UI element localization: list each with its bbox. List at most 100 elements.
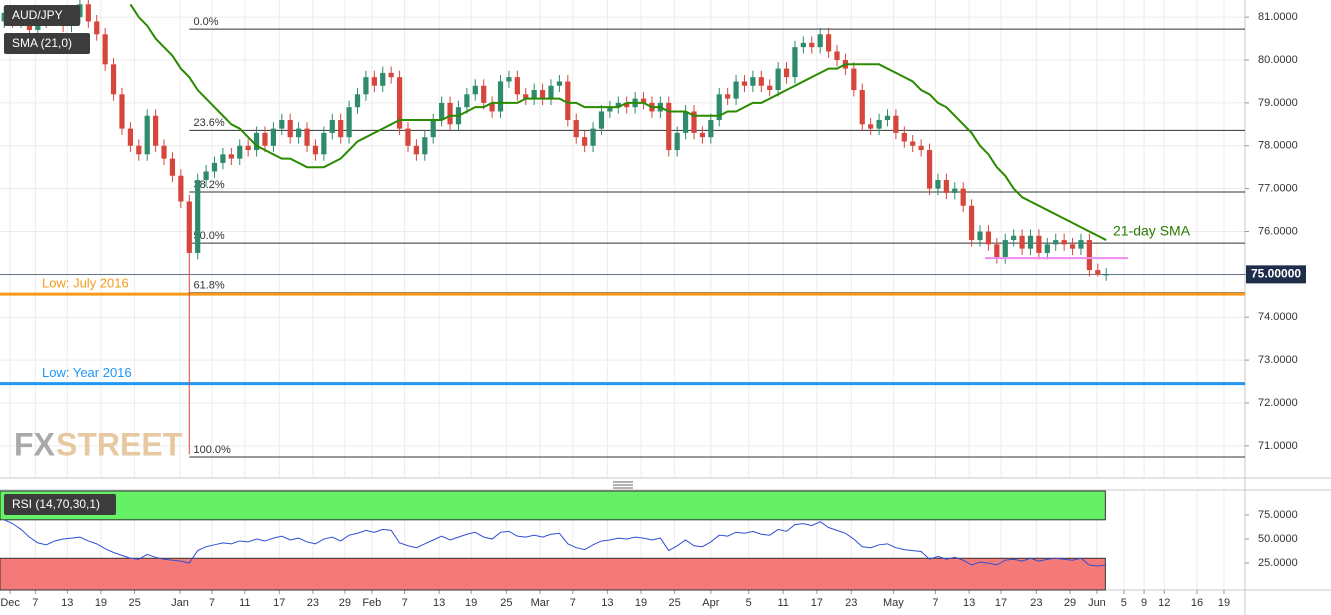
candle-body bbox=[153, 115, 159, 146]
x-tick-label: 5 bbox=[1121, 597, 1127, 609]
candle-body bbox=[338, 120, 344, 138]
legend-box bbox=[4, 33, 90, 54]
candle-body bbox=[1095, 270, 1101, 275]
oversold-zone bbox=[0, 557, 1106, 591]
candle-body bbox=[666, 102, 672, 151]
candle-body bbox=[363, 77, 369, 95]
candle-body bbox=[817, 34, 823, 48]
fib-label: 100.0% bbox=[193, 444, 231, 456]
candle-body bbox=[539, 90, 546, 99]
x-tick-label: 17 bbox=[273, 597, 285, 609]
candle-body bbox=[413, 145, 420, 155]
candle-body bbox=[1036, 235, 1042, 253]
candle-body bbox=[1002, 240, 1008, 258]
x-tick-label: 7 bbox=[402, 597, 408, 609]
candle-body bbox=[312, 145, 319, 155]
candle-body bbox=[497, 81, 504, 112]
x-tick-label: Jan bbox=[171, 597, 189, 609]
x-tick-label: 19 bbox=[465, 597, 477, 609]
candle-body bbox=[464, 94, 470, 108]
x-tick-label: 29 bbox=[1064, 597, 1076, 609]
candle-body bbox=[195, 180, 201, 253]
candle-body bbox=[809, 42, 815, 48]
fib-label: 61.8% bbox=[193, 280, 224, 292]
candle-body bbox=[960, 188, 966, 206]
candle-body bbox=[1069, 244, 1076, 249]
x-tick-label: 11 bbox=[777, 597, 788, 609]
y-tick-label: 79.0000 bbox=[1258, 97, 1298, 109]
x-tick-label: Apr bbox=[702, 597, 719, 609]
y-tick-label: 80.0000 bbox=[1258, 54, 1298, 66]
x-tick-label: 17 bbox=[995, 597, 1007, 609]
candle-body bbox=[85, 4, 91, 22]
candle-body bbox=[590, 128, 596, 146]
watermark-fx: FX bbox=[14, 426, 56, 462]
candle-body bbox=[228, 154, 234, 159]
candle-body bbox=[624, 102, 630, 108]
x-tick-label: 17 bbox=[811, 597, 823, 609]
candle-body bbox=[253, 132, 260, 151]
watermark: FX STREET bbox=[14, 426, 183, 462]
y-tick-label: 76.0000 bbox=[1258, 225, 1298, 237]
y-tick-label: 74.0000 bbox=[1258, 311, 1298, 323]
level-label: Low: July 2016 bbox=[42, 276, 129, 291]
x-tick-label: 13 bbox=[963, 597, 975, 609]
candle-body bbox=[203, 171, 209, 181]
candle-body bbox=[1053, 240, 1059, 245]
candle-body bbox=[985, 231, 992, 245]
fib-label: 50.0% bbox=[193, 230, 224, 242]
candle-body bbox=[1044, 244, 1050, 253]
candle-body bbox=[682, 111, 689, 133]
x-tick-label: 13 bbox=[61, 597, 73, 609]
fib-label: 38.2% bbox=[193, 179, 224, 191]
y-tick-label: 77.0000 bbox=[1258, 183, 1298, 195]
x-tick-label: 13 bbox=[433, 597, 445, 609]
x-tick-label: 25 bbox=[500, 597, 512, 609]
candle-body bbox=[422, 137, 428, 155]
candle-body bbox=[472, 85, 478, 95]
candle-body bbox=[716, 94, 722, 121]
candle-body bbox=[296, 128, 302, 138]
candle-body bbox=[430, 120, 436, 138]
x-tick-label: 7 bbox=[932, 597, 938, 609]
x-tick-label: 5 bbox=[746, 597, 752, 609]
candle-body bbox=[169, 158, 176, 176]
x-tick-label: 7 bbox=[570, 597, 576, 609]
x-tick-label: Mar bbox=[531, 597, 550, 609]
watermark-street: STREET bbox=[56, 426, 183, 462]
candle-body bbox=[943, 180, 949, 193]
x-tick-label: 19 bbox=[1218, 597, 1230, 609]
candle-body bbox=[1103, 274, 1109, 276]
candle-body bbox=[481, 85, 487, 103]
x-tick-label: May bbox=[883, 597, 904, 609]
candle-body bbox=[220, 154, 226, 163]
candle-body bbox=[573, 120, 579, 138]
x-tick-label: Feb bbox=[362, 597, 381, 609]
candle-body bbox=[102, 34, 108, 65]
candle-body bbox=[127, 128, 133, 146]
candle-body bbox=[211, 162, 218, 172]
y-tick-label: 72.0000 bbox=[1258, 397, 1298, 409]
y-tick-label: 50.0000 bbox=[1258, 533, 1298, 545]
candle-body bbox=[708, 120, 714, 138]
splitter-grip[interactable] bbox=[613, 481, 633, 489]
sma-line bbox=[129, 3, 1107, 241]
candle-body bbox=[354, 94, 361, 108]
candle-body bbox=[582, 137, 588, 146]
candle-body bbox=[178, 175, 184, 202]
candle-body bbox=[910, 141, 916, 146]
candle-body bbox=[725, 94, 731, 99]
candle-body bbox=[792, 47, 798, 78]
fib-label: 23.6% bbox=[193, 117, 224, 129]
x-tick-label: 29 bbox=[339, 597, 351, 609]
candle-body bbox=[346, 107, 352, 138]
candle-body bbox=[607, 107, 613, 112]
candle-body bbox=[733, 81, 739, 99]
candle-body bbox=[741, 81, 748, 86]
x-tick-label: 11 bbox=[239, 597, 250, 609]
candle-body bbox=[977, 231, 983, 241]
sma-annotation: 21-day SMA bbox=[1113, 223, 1191, 239]
candle-body bbox=[952, 188, 958, 193]
candle-body bbox=[523, 94, 529, 99]
